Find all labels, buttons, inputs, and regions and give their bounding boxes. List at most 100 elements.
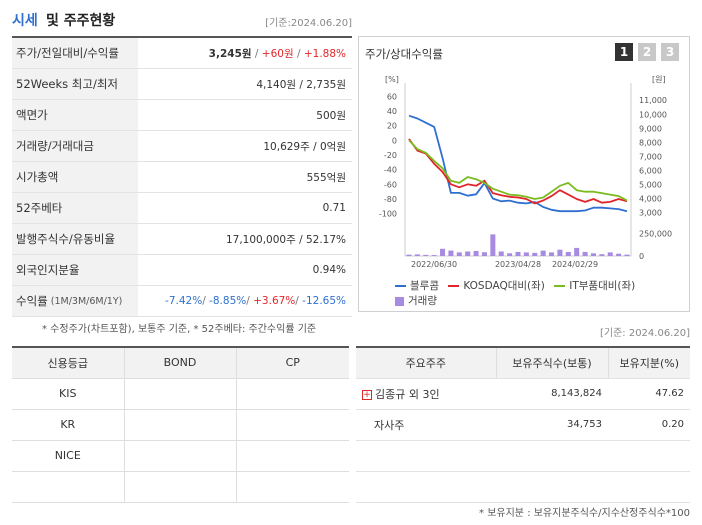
quote-row-returns: 수익률 (1M/3M/6M/1Y) -7.42%/ -8.85%/ +3.67%… bbox=[12, 286, 352, 317]
volume-bar bbox=[557, 249, 563, 256]
left-tick-label: 20 bbox=[387, 122, 397, 131]
column-header: CP bbox=[235, 346, 349, 379]
return-1m: -7.42% bbox=[165, 295, 203, 307]
volume-bar bbox=[507, 253, 513, 256]
section-title-accent: 시세 bbox=[12, 13, 38, 29]
return-1y: -12.65% bbox=[302, 295, 346, 307]
quote-row-price: 주가/전일대비/수익률 3,245원 / +60원 / +1.88% bbox=[12, 38, 352, 69]
chart-panel: [%] [원] 60 40 20 0 -20 -40 -60 -80 -100 11,000 10,00… bbox=[358, 36, 690, 312]
cp-rating bbox=[235, 377, 349, 410]
legend-item: 거래량 bbox=[395, 294, 437, 309]
volume-bar bbox=[565, 251, 571, 256]
quote-label: 액면가 bbox=[12, 100, 138, 130]
shareholder-name bbox=[356, 471, 496, 503]
left-tick-label: -100 bbox=[379, 210, 397, 219]
shares-held bbox=[496, 440, 608, 472]
left-tick-label: -20 bbox=[384, 151, 397, 160]
agency-name: KR bbox=[12, 408, 125, 441]
quote-row-market-cap: 시가총액 555억원 bbox=[12, 162, 352, 193]
left-tick-label: 60 bbox=[387, 92, 397, 101]
legend-swatch bbox=[448, 285, 460, 287]
column-header: 보유주식수(보통) bbox=[495, 347, 608, 379]
holders-reference-date: [기준: 2024.06.20] bbox=[599, 328, 690, 339]
price-chart: [%] [원] 60 40 20 0 -20 -40 -60 -80 -100 11,000 10,00… bbox=[379, 75, 672, 269]
quote-value: 555억원 bbox=[306, 171, 346, 184]
return-6m: +3.67% bbox=[253, 295, 296, 307]
left-tick-label: -80 bbox=[384, 195, 397, 204]
shareholder-name bbox=[356, 440, 496, 472]
left-tick-label: -40 bbox=[384, 166, 397, 175]
volume-tick-label: 0 bbox=[639, 252, 644, 261]
quote-value: 0.94% bbox=[312, 264, 346, 276]
agency-name bbox=[12, 470, 125, 503]
left-tick-label: 0 bbox=[392, 136, 397, 145]
volume-bar bbox=[414, 254, 420, 256]
volume-bar bbox=[490, 234, 496, 256]
right-tick-label: 8,000 bbox=[639, 138, 662, 147]
quote-row-volume: 거래량/거래대금 10,629주 / 0억원 bbox=[12, 131, 352, 162]
legend-label: IT부품대비(좌) bbox=[569, 279, 636, 292]
return-3m: -8.85% bbox=[209, 295, 247, 307]
shareholder-name: 자사주 bbox=[356, 409, 496, 441]
legend-label: 거래량 bbox=[408, 294, 437, 307]
cp-rating bbox=[235, 408, 349, 441]
volume-bar bbox=[423, 254, 429, 256]
chart-page-3-button[interactable]: 3 bbox=[661, 43, 679, 61]
right-tick-label: 6,000 bbox=[639, 166, 662, 175]
quote-label: 발행주식수/유동비율 bbox=[12, 224, 138, 254]
column-header: 보유지분(%) bbox=[607, 347, 690, 379]
table-row: + 김종규 외 3인 8,143,824 47.62 bbox=[356, 378, 690, 410]
chart-page-1-button[interactable]: 1 bbox=[615, 43, 633, 61]
chart-page-2-button[interactable]: 2 bbox=[638, 43, 656, 61]
quote-row-shares: 발행주식수/유동비율 17,100,000주 / 52.17% bbox=[12, 224, 352, 255]
quote-value: 3,245원 / +60원 / +1.88% bbox=[208, 47, 346, 60]
quote-label: 수익률 (1M/3M/6M/1Y) bbox=[12, 286, 138, 316]
stake-percent: 0.20 bbox=[608, 409, 690, 441]
volume-bar bbox=[590, 253, 596, 256]
stake-percent bbox=[608, 440, 690, 472]
credit-rating-table: 신용등급 BOND CP KIS KR NICE bbox=[12, 346, 349, 503]
quote-value: 4,140원 / 2,735원 bbox=[256, 78, 346, 91]
right-tick-label: 7,000 bbox=[639, 152, 662, 161]
holders-footnote: * 보유지분 : 보유지분주식수/지수산정주식수*100 bbox=[479, 508, 690, 519]
expand-plus-icon[interactable]: + bbox=[362, 389, 372, 400]
volume-bar bbox=[574, 247, 580, 256]
right-tick-label: 10,000 bbox=[639, 110, 667, 119]
legend-item: IT부품대비(좌) bbox=[554, 279, 635, 294]
quote-value: 500원 bbox=[316, 109, 346, 122]
table-row bbox=[12, 470, 349, 503]
volume-tick-label: 250,000 bbox=[639, 230, 672, 239]
shareholder-name: 김종규 외 3인 bbox=[375, 387, 440, 401]
agency-name: KIS bbox=[12, 377, 125, 410]
volume-bar bbox=[431, 255, 437, 256]
quote-row-par-value: 액면가 500원 bbox=[12, 100, 352, 131]
series-line-2 bbox=[408, 138, 628, 205]
stake-percent: 47.62 bbox=[608, 378, 690, 410]
legend-item: 블루콤 bbox=[395, 279, 439, 294]
quote-value: 10,629주 / 0억원 bbox=[263, 140, 346, 153]
chart-page-selector: 1 2 3 bbox=[615, 43, 679, 61]
legend-item: KOSDAQ대비(좌) bbox=[448, 279, 545, 294]
section-header: 시세 및 주주현황 [기준:2024.06.20] bbox=[12, 6, 352, 32]
volume-bar bbox=[465, 251, 471, 256]
quote-value: 0.71 bbox=[322, 202, 346, 214]
right-axis-unit: [원] bbox=[652, 75, 666, 84]
shareholder-name-cell: + 김종규 외 3인 bbox=[356, 378, 496, 410]
shares-held bbox=[496, 471, 608, 503]
volume-bar bbox=[456, 252, 462, 256]
left-axis-unit: [%] bbox=[385, 75, 399, 84]
legend-label: KOSDAQ대비(좌) bbox=[463, 279, 545, 292]
table-row: 자사주 34,753 0.20 bbox=[356, 409, 690, 441]
quote-label: 52Weeks 최고/최저 bbox=[12, 69, 138, 99]
quote-value: 17,100,000주 / 52.17% bbox=[225, 233, 346, 246]
chart-title: 주가/상대수익률 bbox=[365, 47, 443, 61]
x-tick-label: 2022/06/30 bbox=[411, 260, 457, 269]
shares-held: 34,753 bbox=[496, 409, 608, 441]
legend-swatch bbox=[554, 285, 566, 287]
quote-label: 시가총액 bbox=[12, 162, 138, 192]
table-row: KR bbox=[12, 408, 349, 441]
right-tick-label: 5,000 bbox=[639, 180, 662, 189]
price-return: +1.88% bbox=[303, 47, 346, 60]
right-tick-label: 4,000 bbox=[639, 195, 662, 204]
volume-bar bbox=[616, 253, 622, 256]
